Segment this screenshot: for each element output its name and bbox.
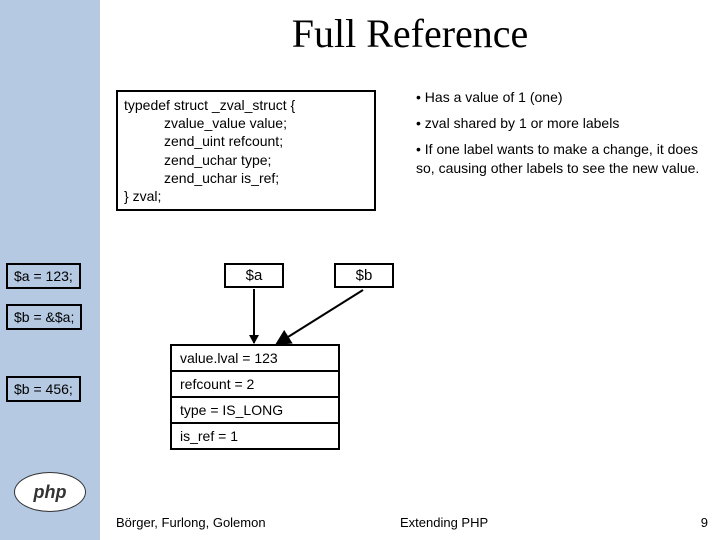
note-item: • zval shared by 1 or more labels bbox=[416, 114, 714, 132]
assign-c: $b = 456; bbox=[6, 376, 81, 402]
footer-page-number: 9 bbox=[701, 515, 708, 530]
notes-box: • Has a value of 1 (one) • zval shared b… bbox=[416, 88, 714, 185]
code-line: typedef struct _zval_struct { bbox=[124, 97, 295, 113]
code-box: typedef struct _zval_struct { zvalue_val… bbox=[116, 90, 376, 211]
assign-b: $b = &$a; bbox=[6, 304, 82, 330]
code-line: } zval; bbox=[124, 188, 161, 204]
struct-line: type = IS_LONG bbox=[172, 398, 338, 424]
struct-box: value.lval = 123 refcount = 2 type = IS_… bbox=[170, 344, 340, 450]
code-line: zend_uint refcount; bbox=[124, 132, 368, 150]
code-line: zvalue_value value; bbox=[124, 114, 368, 132]
php-logo-icon: php bbox=[14, 472, 86, 512]
footer-authors: Börger, Furlong, Golemon bbox=[116, 515, 266, 530]
footer-title: Extending PHP bbox=[400, 515, 488, 530]
struct-line: is_ref = 1 bbox=[172, 424, 338, 448]
struct-line: refcount = 2 bbox=[172, 372, 338, 398]
var-a-label: $a bbox=[224, 263, 284, 288]
struct-line: value.lval = 123 bbox=[172, 346, 338, 372]
code-line: zend_uchar type; bbox=[124, 151, 368, 169]
note-item: • If one label wants to make a change, i… bbox=[416, 140, 714, 176]
arrow-b bbox=[250, 288, 370, 348]
assign-a: $a = 123; bbox=[6, 263, 81, 289]
page-title: Full Reference bbox=[100, 10, 720, 57]
code-line: zend_uchar is_ref; bbox=[124, 169, 368, 187]
note-item: • Has a value of 1 (one) bbox=[416, 88, 714, 106]
var-b-label: $b bbox=[334, 263, 394, 288]
arrow-a bbox=[253, 289, 255, 343]
